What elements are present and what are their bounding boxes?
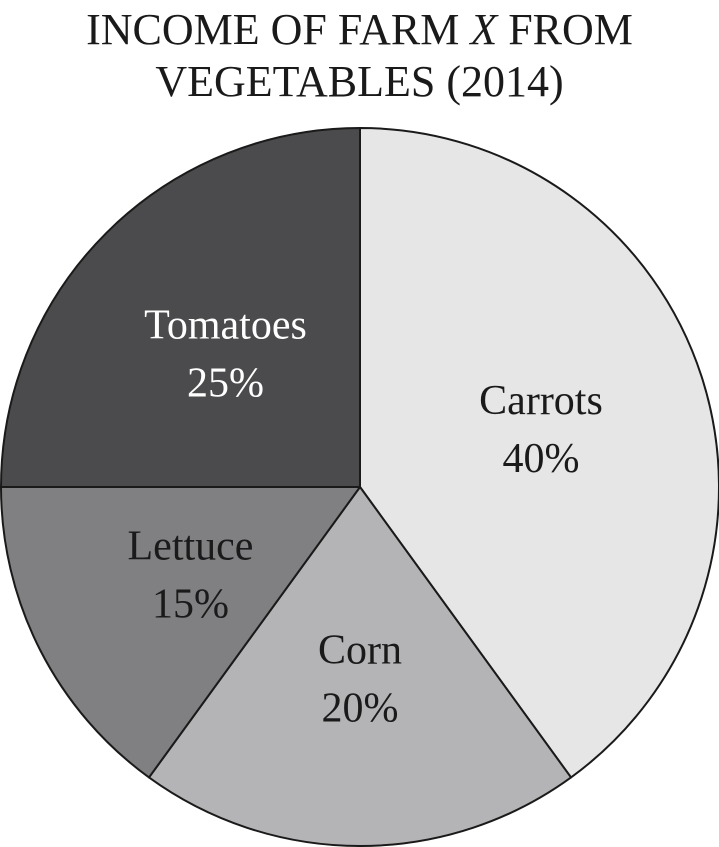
pie-slice-corn bbox=[147, 486, 573, 847]
slice-label-lettuce: Lettuce bbox=[128, 523, 254, 569]
chart-title-line-1: INCOME OF FARM X FROM bbox=[0, 4, 719, 56]
chart-title-text-a: INCOME OF FARM bbox=[86, 5, 471, 54]
chart-title-line-2: VEGETABLES (2014) bbox=[155, 57, 564, 106]
slice-value-lettuce: 15% bbox=[152, 581, 229, 627]
slice-value-corn: 20% bbox=[322, 685, 399, 731]
pie-labels: Carrots 40% Corn 20% Lettuce 15% Tomatoes 25% bbox=[128, 303, 603, 732]
chart-title-farm-letter: X bbox=[470, 5, 498, 54]
slice-label-tomatoes: Tomatoes bbox=[144, 303, 307, 349]
slice-label-carrots: Carrots bbox=[479, 378, 603, 424]
chart-title: INCOME OF FARM X FROM VEGETABLES (2014) bbox=[0, 4, 719, 108]
pie-slice-carrots bbox=[359, 127, 719, 779]
slice-value-carrots: 40% bbox=[503, 436, 580, 482]
chart-title-text-b: FROM bbox=[497, 5, 633, 54]
pie-slices bbox=[0, 127, 719, 847]
slice-value-tomatoes: 25% bbox=[187, 361, 264, 407]
pie-slice-lettuce bbox=[0, 486, 361, 779]
pie-slice-tomatoes bbox=[0, 127, 361, 488]
slice-label-corn: Corn bbox=[318, 627, 402, 673]
